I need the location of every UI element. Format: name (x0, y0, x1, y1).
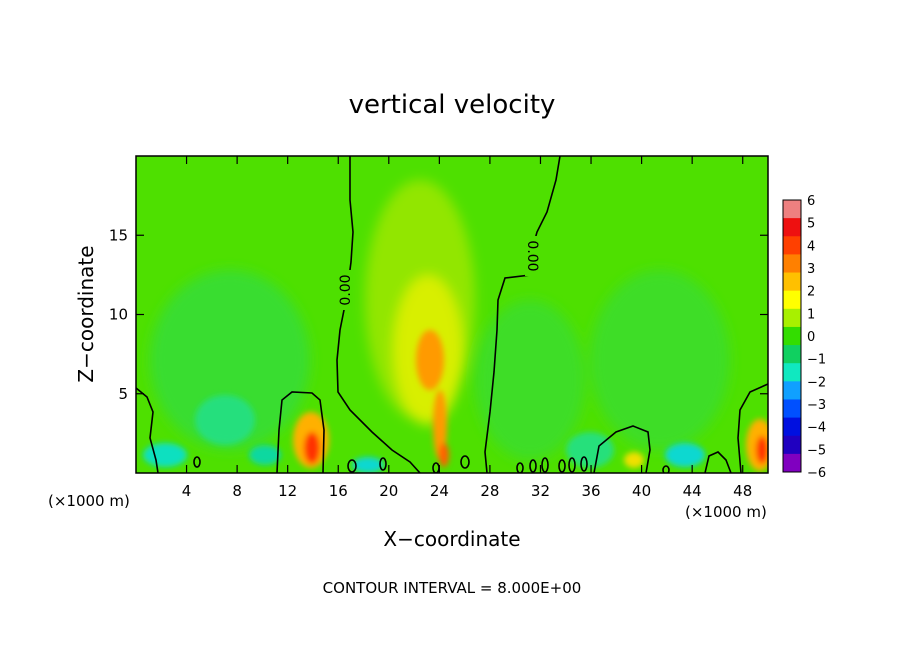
x-tick-label: 44 (683, 482, 702, 500)
x-axis: 4 8 12 16 20 24 28 32 36 40 44 48 (182, 156, 752, 500)
weak-downdraft-left (150, 270, 310, 450)
colorbar-tick-label: −3 (807, 398, 826, 413)
x-tick-label: 36 (581, 482, 600, 500)
colorbar-swatch (783, 363, 801, 382)
zero-contours (136, 156, 768, 473)
contour-left-column (336, 156, 421, 473)
downdraft-x7 (195, 395, 255, 445)
downdraft-x10 (249, 445, 281, 465)
contour-small-x5 (193, 456, 201, 468)
x-tick-label: 24 (430, 482, 449, 500)
colorbar-tick-label: −6 (807, 466, 826, 481)
field-features (143, 330, 768, 473)
weak-downdraft-mid (475, 300, 585, 460)
contour-small-x19 (379, 457, 387, 471)
colorbar-swatch (783, 345, 801, 364)
cell-x49-core (756, 436, 768, 464)
colorbar-swatch (783, 381, 801, 400)
contour-interval-footer: CONTOUR INTERVAL = 8.000E+00 (323, 579, 582, 597)
y-tick-label: 15 (109, 226, 128, 244)
colorbar-swatch (783, 218, 801, 237)
x-tick-label: 12 (278, 482, 297, 500)
colorbar-frame (782, 199, 802, 473)
colorbar-tick-label: 0 (807, 330, 815, 345)
colorbar-tick-label: 1 (807, 307, 815, 322)
colorbar-swatch (783, 290, 801, 310)
colorbar-swatch (783, 236, 801, 255)
contour-left-edge (136, 387, 159, 473)
colorbar-tick-label: 2 (807, 285, 815, 300)
x-tick-label: 4 (182, 482, 192, 500)
updraft-core (416, 330, 444, 390)
colorbar-swatch (783, 254, 801, 274)
field-shading (150, 180, 730, 460)
downdraft-x43 (665, 443, 705, 467)
contour-small-x30 (516, 462, 524, 473)
contour-label-left-bg (337, 270, 353, 310)
contour-small-x32 (541, 457, 549, 473)
x-tick-label: 32 (531, 482, 550, 500)
colorbar-tick-label: 5 (807, 217, 815, 232)
y-tick-label: 5 (118, 385, 128, 403)
plot-area: 0.00 0.00 (136, 156, 768, 473)
colorbar-swatch (783, 417, 801, 437)
downdraft-x18 (352, 457, 384, 473)
colorbar-tick-label: −1 (807, 353, 826, 368)
x-tick-label: 28 (480, 482, 499, 500)
y-axis-label: Z−coordinate (74, 245, 98, 382)
contour-cell-x14 (276, 391, 325, 473)
contour-cell-x45 (704, 451, 732, 473)
contour-label-right-text: 0.00 (524, 240, 540, 271)
contour-label-right-bg (525, 236, 541, 276)
contour-label-left-text: 0.00 (338, 274, 354, 305)
colorbar-tick-label: 4 (807, 239, 815, 254)
contour-label-right: 0.00 (524, 236, 541, 276)
colorbar-tick-label: 3 (807, 262, 815, 277)
x-unit-right: (×1000 m) (685, 503, 767, 521)
x-axis-label: X−coordinate (383, 527, 520, 551)
contour-small-x26 (460, 455, 470, 469)
colorbar-tick-label: −4 (807, 421, 826, 436)
contour-small-x34 (568, 457, 576, 473)
x-tick-label: 8 (232, 482, 242, 500)
y-axis: 5 10 15 (109, 226, 768, 403)
colorbar-swatch (783, 435, 801, 455)
colorbar-swatch (783, 326, 801, 346)
x-tick-label: 48 (733, 482, 752, 500)
contour-right-column (484, 156, 561, 473)
contour-label-left: 0.00 (337, 270, 354, 310)
contour-small-x41 (662, 465, 670, 473)
x-unit-left: (×1000 m) (48, 492, 130, 510)
y-tick-label: 10 (109, 306, 128, 324)
cell-x40 (624, 452, 644, 468)
x-tick-label: 40 (632, 482, 651, 500)
colorbar-swatch (783, 200, 801, 219)
x-tick-label: 20 (379, 482, 398, 500)
cell-x14-core (304, 432, 320, 464)
colorbar: 6 5 4 3 2 1 0 −1 −2 −3 −4 −5 −6 (782, 194, 826, 481)
contour-small-x35 (580, 456, 588, 472)
colorbar-swatch (783, 399, 801, 419)
colorbar-tick-label: −5 (807, 443, 826, 458)
colorbar-tick-label: −2 (807, 375, 826, 390)
contour-cell-x40 (593, 425, 651, 473)
colorbar-swatch (783, 272, 801, 292)
updraft-stem (433, 390, 447, 460)
contour-right-edge (737, 383, 768, 473)
contour-small-x31 (529, 459, 537, 473)
colorbar-swatch (783, 308, 801, 328)
chart-title: vertical velocity (349, 90, 556, 120)
colorbar-tick-label: 6 (807, 194, 815, 209)
downdraft-x36 (566, 432, 614, 468)
updraft-base (439, 443, 449, 467)
x-tick-label: 16 (329, 482, 348, 500)
colorbar-swatch (783, 453, 801, 473)
weak-downdraft-right (590, 270, 730, 450)
contour-small-x17 (347, 459, 357, 473)
contour-small-x33 (558, 459, 566, 473)
downdraft-x2 (143, 443, 187, 467)
